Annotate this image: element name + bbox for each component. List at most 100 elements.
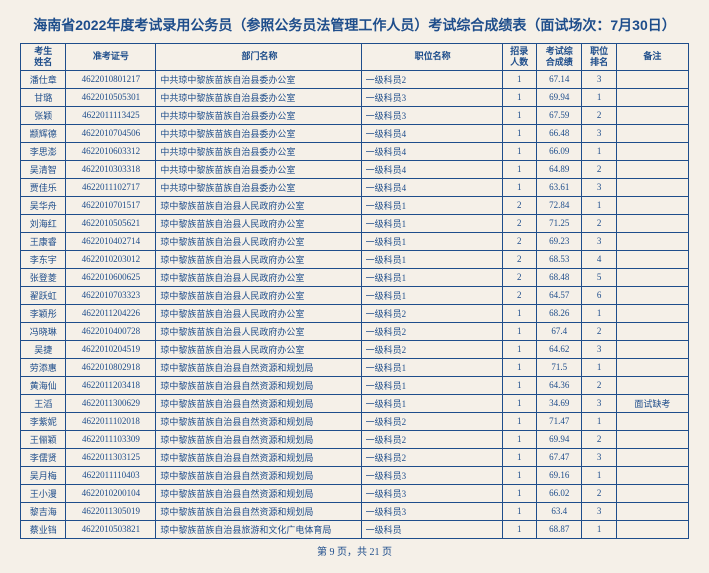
table-row: 王俪颖4622011103309琼中黎族苗族自治县自然资源和规划局一级科员216… xyxy=(21,430,689,448)
cell-rank: 2 xyxy=(582,376,616,394)
cell-exam-no: 4622010200104 xyxy=(66,484,156,502)
cell-remark xyxy=(616,232,688,250)
cell-score: 67.4 xyxy=(536,322,581,340)
cell-exam-no: 4622011102717 xyxy=(66,178,156,196)
score-table: 考生姓名 准考证号 部门名称 职位名称 招录人数 考试综合成绩 职位排名 备注 … xyxy=(20,43,689,539)
table-row: 翟跃虹4622010703323琼中黎族苗族自治县人民政府办公室一级科员1264… xyxy=(21,286,689,304)
cell-score: 66.48 xyxy=(536,124,581,142)
cell-score: 67.14 xyxy=(536,70,581,88)
cell-position: 一级科员1 xyxy=(361,394,502,412)
cell-exam-no: 4622011110403 xyxy=(66,466,156,484)
cell-rank: 1 xyxy=(582,466,616,484)
cell-dept: 中共琼中黎族苗族自治县委办公室 xyxy=(156,106,361,124)
cell-dept: 琼中黎族苗族自治县自然资源和规划局 xyxy=(156,448,361,466)
cell-position: 一级科员1 xyxy=(361,268,502,286)
cell-name: 甘璐 xyxy=(21,88,66,106)
cell-name: 吴清智 xyxy=(21,160,66,178)
cell-dept: 琼中黎族苗族自治县人民政府办公室 xyxy=(156,214,361,232)
cell-score: 67.59 xyxy=(536,106,581,124)
header-dept: 部门名称 xyxy=(156,44,361,71)
header-rank: 职位排名 xyxy=(582,44,616,71)
cell-rank: 3 xyxy=(582,448,616,466)
cell-exam-no: 4622010704506 xyxy=(66,124,156,142)
cell-position: 一级科员2 xyxy=(361,448,502,466)
cell-exam-no: 4622010603312 xyxy=(66,142,156,160)
cell-dept: 琼中黎族苗族自治县自然资源和规划局 xyxy=(156,466,361,484)
cell-score: 64.62 xyxy=(536,340,581,358)
cell-exam-no: 4622011204226 xyxy=(66,304,156,322)
table-row: 王滔4622011300629琼中黎族苗族自治县自然资源和规划局一级科员1134… xyxy=(21,394,689,412)
cell-recruit: 2 xyxy=(502,232,536,250)
cell-rank: 3 xyxy=(582,178,616,196)
cell-rank: 2 xyxy=(582,430,616,448)
cell-remark xyxy=(616,160,688,178)
table-row: 吴捷4622010204519琼中黎族苗族自治县人民政府办公室一级科员2164.… xyxy=(21,340,689,358)
cell-remark xyxy=(616,520,688,538)
cell-exam-no: 4622011203418 xyxy=(66,376,156,394)
cell-rank: 3 xyxy=(582,340,616,358)
cell-remark xyxy=(616,286,688,304)
cell-name: 张登菱 xyxy=(21,268,66,286)
cell-exam-no: 4622011102018 xyxy=(66,412,156,430)
cell-position: 一级科员1 xyxy=(361,232,502,250)
cell-rank: 4 xyxy=(582,250,616,268)
cell-exam-no: 4622011300629 xyxy=(66,394,156,412)
cell-exam-no: 4622010802918 xyxy=(66,358,156,376)
cell-position: 一级科员1 xyxy=(361,286,502,304)
cell-exam-no: 4622010505621 xyxy=(66,214,156,232)
cell-position: 一级科员3 xyxy=(361,106,502,124)
cell-score: 68.48 xyxy=(536,268,581,286)
cell-position: 一级科员4 xyxy=(361,124,502,142)
cell-score: 68.53 xyxy=(536,250,581,268)
cell-name: 颛辉德 xyxy=(21,124,66,142)
cell-name: 王康睿 xyxy=(21,232,66,250)
cell-name: 冯晓琳 xyxy=(21,322,66,340)
cell-position: 一级科员2 xyxy=(361,430,502,448)
cell-remark xyxy=(616,124,688,142)
cell-position: 一级科员4 xyxy=(361,142,502,160)
cell-rank: 2 xyxy=(582,106,616,124)
cell-score: 68.87 xyxy=(536,520,581,538)
header-remark: 备注 xyxy=(616,44,688,71)
cell-position: 一级科员 xyxy=(361,520,502,538)
table-row: 黎吉海4622011305019琼中黎族苗族自治县自然资源和规划局一级科员316… xyxy=(21,502,689,520)
cell-name: 李紫妮 xyxy=(21,412,66,430)
cell-remark: 面试缺考 xyxy=(616,394,688,412)
cell-score: 64.36 xyxy=(536,376,581,394)
cell-position: 一级科员4 xyxy=(361,178,502,196)
cell-name: 刘海红 xyxy=(21,214,66,232)
table-row: 劳添惠4622010802918琼中黎族苗族自治县自然资源和规划局一级科员117… xyxy=(21,358,689,376)
cell-exam-no: 4622010703323 xyxy=(66,286,156,304)
table-row: 颛辉德4622010704506中共琼中黎族苗族自治县委办公室一级科员4166.… xyxy=(21,124,689,142)
table-row: 蔡业铛4622010503821琼中黎族苗族自治县旅游和文化广电体育局一级科员1… xyxy=(21,520,689,538)
cell-dept: 琼中黎族苗族自治县人民政府办公室 xyxy=(156,250,361,268)
cell-recruit: 1 xyxy=(502,358,536,376)
cell-remark xyxy=(616,484,688,502)
cell-exam-no: 4622010400728 xyxy=(66,322,156,340)
cell-rank: 1 xyxy=(582,412,616,430)
cell-name: 劳添惠 xyxy=(21,358,66,376)
cell-remark xyxy=(616,322,688,340)
cell-score: 64.57 xyxy=(536,286,581,304)
cell-position: 一级科员4 xyxy=(361,160,502,178)
cell-dept: 琼中黎族苗族自治县人民政府办公室 xyxy=(156,340,361,358)
table-row: 冯晓琳4622010400728琼中黎族苗族自治县人民政府办公室一级科员2167… xyxy=(21,322,689,340)
cell-exam-no: 4622010503821 xyxy=(66,520,156,538)
cell-exam-no: 4622011303125 xyxy=(66,448,156,466)
cell-score: 63.4 xyxy=(536,502,581,520)
cell-name: 李儒贤 xyxy=(21,448,66,466)
cell-score: 67.47 xyxy=(536,448,581,466)
cell-rank: 5 xyxy=(582,268,616,286)
cell-recruit: 1 xyxy=(502,178,536,196)
cell-rank: 3 xyxy=(582,502,616,520)
cell-remark xyxy=(616,340,688,358)
cell-name: 潘仕章 xyxy=(21,70,66,88)
cell-remark xyxy=(616,88,688,106)
cell-name: 翟跃虹 xyxy=(21,286,66,304)
cell-dept: 中共琼中黎族苗族自治县委办公室 xyxy=(156,124,361,142)
cell-remark xyxy=(616,466,688,484)
cell-recruit: 2 xyxy=(502,250,536,268)
cell-recruit: 1 xyxy=(502,376,536,394)
cell-remark xyxy=(616,304,688,322)
cell-name: 张颖 xyxy=(21,106,66,124)
